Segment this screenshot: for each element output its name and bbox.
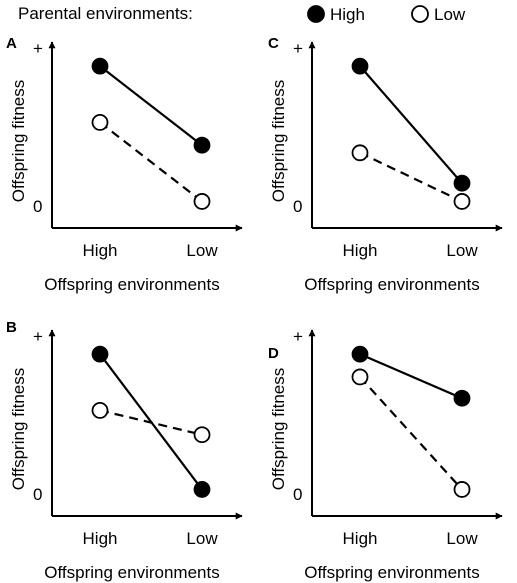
- y-axis-label: Offspring fitness: [9, 80, 28, 203]
- data-point-low: [91, 401, 109, 419]
- data-point-low: [351, 144, 369, 162]
- panel-letter: A: [6, 35, 17, 52]
- legend-high-label: High: [330, 5, 365, 24]
- data-point-high: [193, 481, 211, 498]
- y-tick-bottom: 0: [33, 197, 42, 216]
- x-axis-label: Offspring environments: [44, 275, 219, 294]
- panel-c: C +0 Offspring fitness High Low Offspring env…: [268, 35, 503, 294]
- x-axis-label: Offspring environments: [304, 563, 479, 582]
- data-point-high: [351, 57, 369, 75]
- legend-title: Parental environments:: [18, 4, 193, 23]
- legend-high-marker: [307, 5, 325, 23]
- series-line-low: [99, 121, 203, 203]
- data-point-low: [91, 114, 109, 131]
- y-tick-top: +: [293, 327, 303, 346]
- panel-a: A +0 Offspring fitness High Low Offspring env…: [6, 35, 243, 294]
- panel-d: D +0 Offspring fitness High Low Offspring env…: [268, 327, 503, 582]
- x-tick-label: High: [343, 529, 378, 548]
- legend: Parental environments: High Low: [18, 4, 466, 24]
- panel-letter: C: [268, 35, 279, 52]
- data-point-high: [91, 345, 109, 363]
- x-axis-label: Offspring environments: [304, 275, 479, 294]
- y-tick-bottom: 0: [293, 197, 302, 216]
- y-tick-top: +: [33, 327, 43, 346]
- x-axis-label: Offspring environments: [44, 563, 219, 582]
- panels: A +0 Offspring fitness High Low Offspring env…: [6, 35, 503, 582]
- series-line-high: [359, 353, 463, 400]
- series-line-low: [99, 409, 203, 436]
- legend-low-marker: [411, 5, 429, 23]
- panel-letter: B: [6, 319, 17, 336]
- x-tick-label: High: [83, 529, 118, 548]
- y-tick-bottom: 0: [33, 485, 42, 504]
- data-point-high: [193, 136, 211, 154]
- x-tick-label: Low: [446, 241, 478, 260]
- panel-b: B +0 Offspring fitness High Low Offspring env…: [6, 319, 243, 582]
- data-point-high: [351, 345, 369, 363]
- legend-low-label: Low: [434, 5, 466, 24]
- series-line-high: [99, 65, 203, 147]
- series-line-high: [359, 65, 463, 184]
- y-axis-label: Offspring fitness: [9, 368, 28, 491]
- data-point-low: [453, 193, 471, 210]
- data-point-high: [91, 57, 109, 75]
- data-point-low: [453, 481, 471, 498]
- panel-letter: D: [268, 345, 279, 362]
- x-tick-label: Low: [446, 529, 478, 548]
- y-tick-top: +: [293, 39, 303, 58]
- data-point-high: [453, 389, 471, 407]
- y-axis-label: Offspring fitness: [269, 368, 288, 491]
- x-tick-label: High: [83, 241, 118, 260]
- data-point-low: [193, 193, 211, 210]
- data-point-low: [193, 426, 211, 444]
- x-tick-label: Low: [186, 241, 218, 260]
- x-tick-label: Low: [186, 529, 218, 548]
- series-line-low: [359, 151, 463, 203]
- y-tick-bottom: 0: [293, 485, 302, 504]
- y-axis-label: Offspring fitness: [269, 80, 288, 203]
- y-tick-top: +: [33, 39, 43, 58]
- series-line-low: [359, 376, 463, 491]
- data-point-high: [453, 174, 471, 192]
- x-tick-label: High: [343, 241, 378, 260]
- data-point-low: [351, 368, 369, 386]
